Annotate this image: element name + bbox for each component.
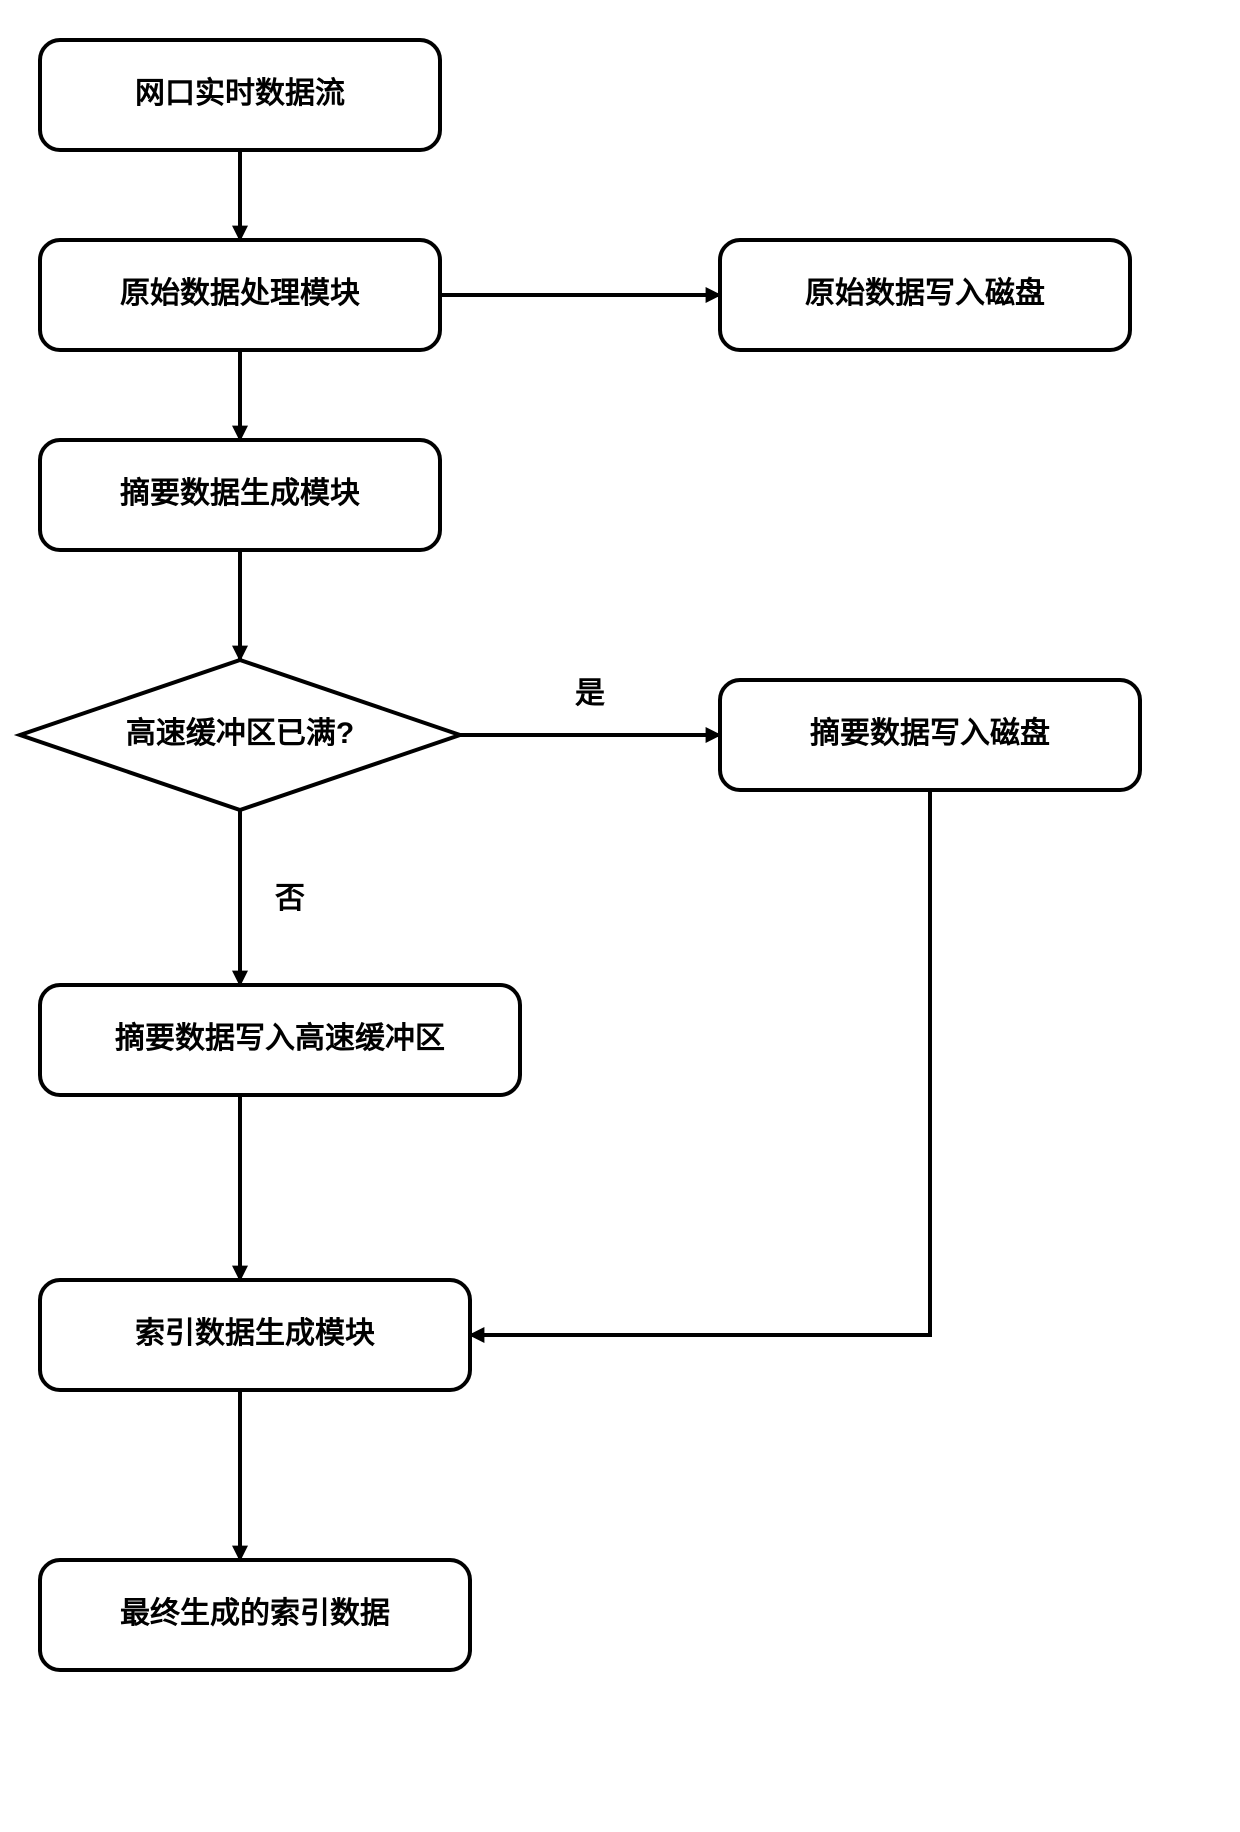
node-n7: 索引数据生成模块 <box>40 1280 470 1390</box>
edge-label-d1-n5: 是 <box>575 677 605 710</box>
node-n3: 原始数据写入磁盘 <box>720 240 1130 350</box>
node-n2: 原始数据处理模块 <box>40 240 440 350</box>
flowchart-canvas: 是否 网口实时数据流原始数据处理模块 原始数据写入磁盘摘要数据生成模块高速缓冲区已满… <box>0 0 1240 1832</box>
node-label-n5: 摘要数据写入磁盘 <box>810 716 1050 750</box>
nodes-group: 网口实时数据流原始数据处理模块 原始数据写入磁盘摘要数据生成模块高速缓冲区已满? 摘… <box>20 40 1140 1670</box>
edge-n5-n7 <box>470 790 930 1335</box>
node-label-n1: 网口实时数据流 <box>135 76 345 110</box>
node-label-d1: 高速缓冲区已满? <box>126 717 354 750</box>
node-n8: 最终生成的索引数据 <box>40 1560 470 1670</box>
node-label-n4: 摘要数据生成模块 <box>120 476 360 510</box>
edge-label-d1-n6: 否 <box>275 882 305 915</box>
node-label-n8: 最终生成的索引数据 <box>120 1597 390 1630</box>
node-label-n7: 索引数据生成模块 <box>135 1317 375 1350</box>
node-n4: 摘要数据生成模块 <box>40 440 440 550</box>
node-label-n3: 原始数据写入磁盘 <box>805 276 1045 310</box>
node-n5: 摘要数据写入磁盘 <box>720 680 1140 790</box>
node-label-n6: 摘要数据写入高速缓冲区 <box>115 1021 445 1055</box>
node-d1: 高速缓冲区已满? <box>20 660 460 810</box>
node-n6: 摘要数据写入高速缓冲区 <box>40 985 520 1095</box>
node-n1: 网口实时数据流 <box>40 40 440 150</box>
node-label-n2: 原始数据处理模块 <box>120 277 360 310</box>
